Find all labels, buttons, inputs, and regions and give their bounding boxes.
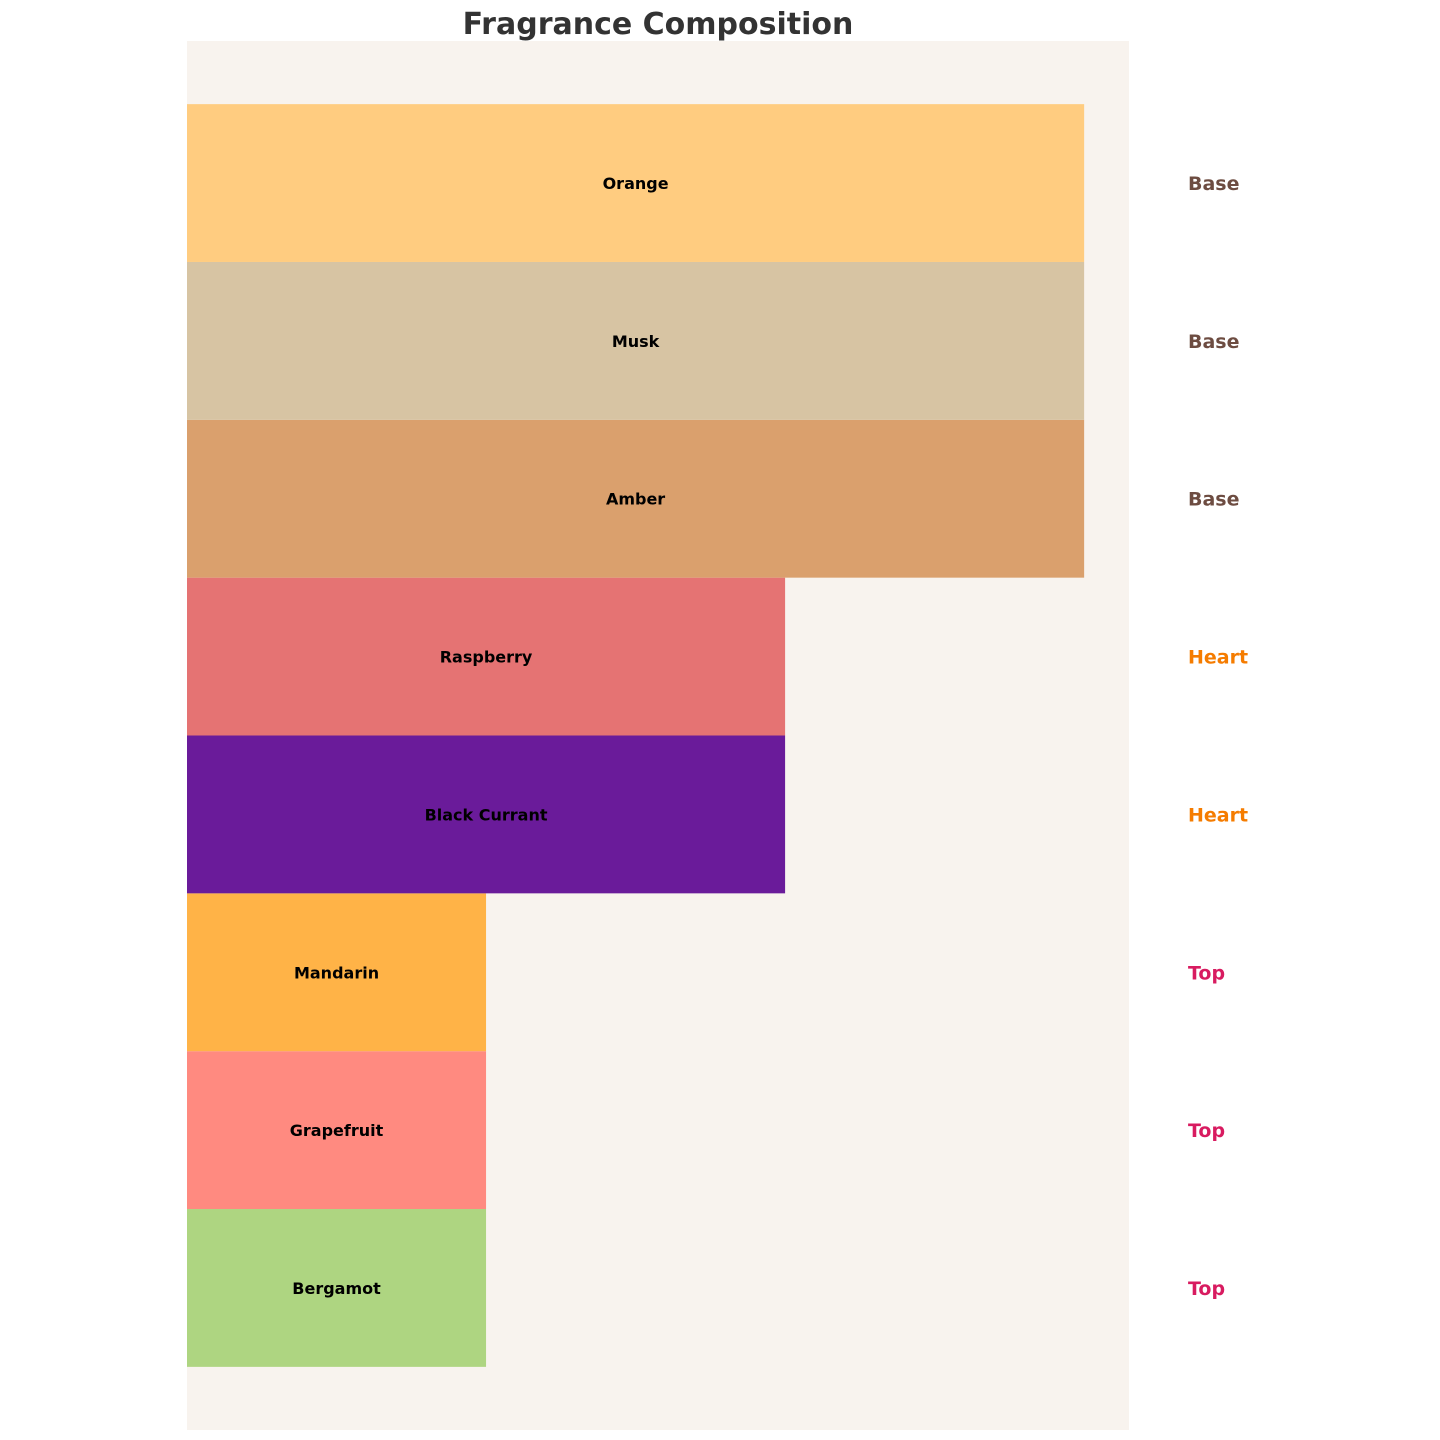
- bar-black-currant: [187, 735, 786, 894]
- bar-mandarin: [187, 893, 487, 1052]
- bar-musk: [187, 261, 1085, 420]
- bar-orange: [187, 104, 1085, 262]
- bar-label: Orange: [603, 174, 669, 193]
- note-type-label: Heart: [1188, 804, 1248, 826]
- note-type-label: Top: [1188, 962, 1225, 984]
- note-type-label: Top: [1188, 1120, 1225, 1142]
- bar-label: Grapefruit: [290, 1121, 384, 1140]
- bar-label: Bergamot: [292, 1279, 381, 1298]
- note-type-label: Heart: [1188, 647, 1248, 669]
- bar-label: Black Currant: [425, 805, 548, 824]
- bar-amber: [187, 419, 1085, 578]
- bar-label: Amber: [606, 490, 665, 509]
- note-type-label: Top: [1188, 1278, 1225, 1300]
- bar-grapefruit: [187, 1051, 487, 1210]
- chart-title: Fragrance Composition: [463, 7, 854, 42]
- bar-bergamot: [187, 1209, 487, 1367]
- bar-raspberry: [187, 577, 786, 736]
- note-type-label: Base: [1188, 489, 1240, 511]
- note-type-label: Base: [1188, 173, 1240, 195]
- bar-label: Musk: [612, 332, 660, 351]
- bar-label: Mandarin: [294, 963, 379, 982]
- note-type-label: Base: [1188, 331, 1240, 353]
- bar-label: Raspberry: [440, 648, 533, 667]
